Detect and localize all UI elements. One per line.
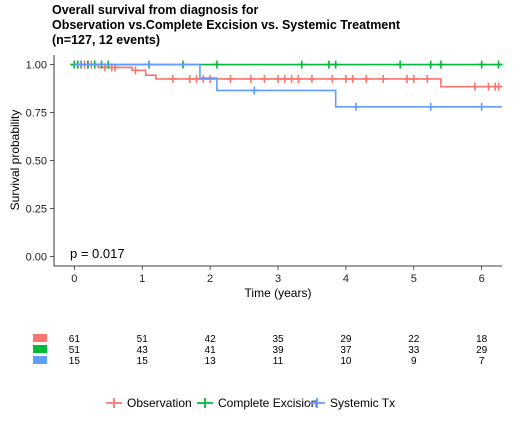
legend: Observation Complete Excision Systemic Tx (106, 396, 395, 410)
risk-value: 13 (205, 356, 217, 367)
censor-mark-observation (280, 74, 289, 83)
chart-title-line-1: Overall survival from diagnosis for (52, 3, 259, 17)
censor-mark-observation (362, 74, 371, 83)
censor-mark-complete-excision (436, 60, 445, 69)
censor-mark-complete-excision (426, 60, 435, 69)
risk-value: 15 (69, 356, 81, 367)
censor-mark-observation (423, 74, 432, 83)
censor-mark-systemic-tx (77, 60, 86, 69)
legend-label-complete-excision: Complete Excision (218, 396, 317, 410)
x-axis-title: Time (years) (245, 286, 312, 300)
censor-mark-complete-excision (297, 60, 306, 69)
censor-mark-complete-excision (396, 60, 405, 69)
risk-value: 33 (408, 345, 420, 356)
censor-mark-complete-excision (331, 60, 340, 69)
risk-value: 51 (137, 334, 149, 345)
chart-title-line-2: Observation vs.Complete Excision vs. Sys… (52, 18, 401, 32)
censor-mark-systemic-tx (477, 102, 486, 111)
curve-systemic-tx (74, 63, 502, 108)
risk-value: 37 (340, 345, 352, 356)
censor-mark-observation (185, 74, 194, 83)
censor-mark-complete-excision (212, 60, 221, 69)
risk-value: 7 (479, 356, 485, 367)
y-tick-label: 0.50 (26, 156, 47, 168)
censor-mark-complete-excision (477, 60, 486, 69)
censor-mark-observation (260, 74, 269, 83)
p-value-annotation: p = 0.017 (70, 246, 125, 261)
censor-mark-observation (294, 74, 303, 83)
censor-mark-observation (287, 74, 296, 83)
x-tick-label: 4 (343, 273, 349, 285)
plot-background (54, 55, 502, 266)
risk-value: 18 (476, 334, 488, 345)
censor-mark-observation (131, 66, 140, 75)
risk-row-swatch-complete-excision (33, 345, 47, 353)
censor-mark-observation (199, 74, 208, 83)
censor-mark-systemic-tx (250, 86, 259, 95)
risk-value: 10 (340, 356, 352, 367)
x-tick-label: 0 (71, 273, 77, 285)
x-tick-label: 2 (207, 273, 213, 285)
risk-value: 41 (205, 345, 217, 356)
risk-value: 15 (137, 356, 149, 367)
legend-key-systemic-tx (309, 398, 325, 408)
censor-mark-observation (494, 82, 503, 91)
legend-key-observation (106, 398, 122, 408)
risk-value: 39 (272, 345, 284, 356)
legend-key-complete-excision (197, 398, 213, 408)
x-tick-label: 5 (411, 273, 417, 285)
axes-layer: 0.00 0.25 0.50 0.75 1.00 0 1 2 3 4 5 6 (26, 55, 502, 285)
x-tick-label: 1 (139, 273, 145, 285)
risk-value: 11 (273, 356, 284, 367)
y-tick-label: 0.00 (26, 251, 47, 263)
legend-label-systemic-tx: Systemic Tx (330, 396, 395, 410)
censor-mark-observation (168, 74, 177, 83)
risk-value: 51 (69, 345, 81, 356)
censor-mark-observation (402, 74, 411, 83)
censor-mark-observation (470, 82, 479, 91)
legend-label-observation: Observation (127, 396, 192, 410)
risk-value: 29 (340, 334, 352, 345)
risk-value: 42 (205, 334, 217, 345)
censor-mark-observation (226, 74, 235, 83)
censor-mark-systemic-tx (426, 102, 435, 111)
censor-mark-observation (341, 74, 350, 83)
censor-mark-observation (328, 74, 337, 83)
risk-value: 43 (137, 345, 149, 356)
chart-title: Overall survival from diagnosis for Obse… (52, 3, 400, 48)
y-tick-label: 0.25 (26, 203, 47, 215)
chart-title-line-3: (n=127, 12 events) (52, 33, 161, 47)
censor-mark-observation (409, 74, 418, 83)
censor-mark-observation (274, 74, 282, 83)
curve-observation (74, 63, 502, 88)
risk-row-swatch-systemic-tx (33, 356, 47, 364)
x-tick-label: 3 (275, 273, 281, 285)
risk-value: 61 (69, 334, 81, 345)
censor-mark-systemic-tx (145, 60, 154, 69)
censor-mark-complete-excision (494, 60, 503, 69)
risk-value: 22 (408, 334, 420, 345)
y-axis-title: Survival probability (8, 110, 22, 211)
risk-value: 29 (476, 345, 488, 356)
y-tick-label: 1.00 (26, 60, 47, 72)
risk-value: 35 (272, 334, 284, 345)
censor-mark-observation (192, 74, 201, 83)
censor-mark-observation (246, 74, 255, 83)
x-tick-label: 6 (479, 273, 485, 285)
censor-mark-observation (379, 74, 388, 83)
y-tick-label: 0.75 (26, 108, 47, 120)
censor-mark-complete-excision (324, 60, 333, 69)
censor-mark-observation (484, 82, 493, 91)
censor-mark-systemic-tx (352, 102, 361, 111)
risk-value: 9 (411, 356, 417, 367)
risk-row-swatch-observation (33, 334, 47, 342)
censor-mark-observation (348, 74, 357, 83)
series-layer (70, 60, 503, 111)
censor-mark-observation (206, 74, 215, 83)
censor-mark-observation (307, 74, 316, 83)
